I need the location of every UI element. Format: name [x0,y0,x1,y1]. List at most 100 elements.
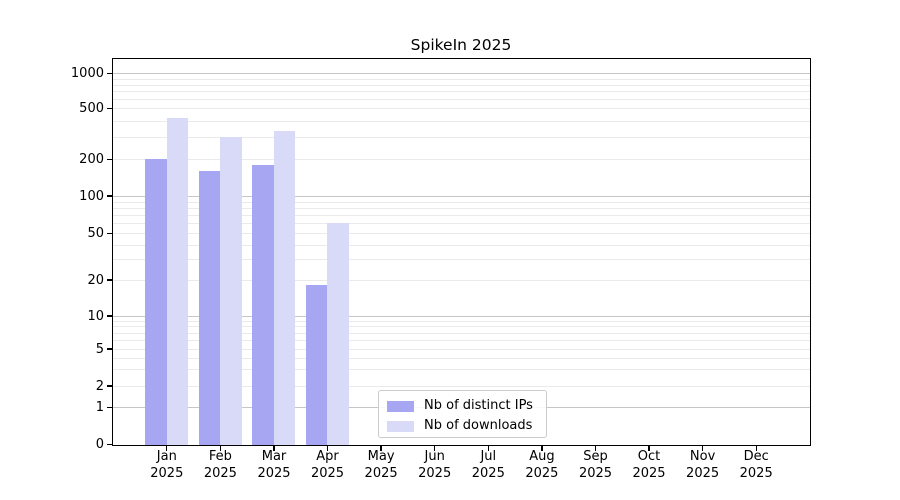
x-axis-tick [594,446,597,451]
y-tick-label: 2 [95,378,104,394]
legend-label: Nb of downloads [424,418,533,433]
gridline [113,91,810,93]
gridline [113,244,810,246]
x-tick-label-year: 2025 [471,465,505,481]
y-tick-label: 5 [95,341,104,357]
gridline [113,340,810,342]
x-axis-tick [701,446,704,451]
legend-label: Nb of distinct IPs [424,398,533,413]
x-tick-label-month: Nov [689,449,716,464]
gridline [113,73,810,75]
y-axis-tick [107,232,112,235]
gridlines-layer [113,59,810,445]
x-tick-label: Jan 2025 [135,449,199,482]
gridline [113,108,810,110]
gridline [113,99,810,101]
bar-distinct-ips [145,159,167,445]
x-tick-label-month: Apr [316,449,339,464]
bars-layer [113,59,810,445]
y-axis-tick [107,406,112,409]
y-tick-label: 1 [95,400,104,415]
y-axis-tick [107,107,112,110]
gridline [113,357,810,359]
x-tick-label-month: Feb [208,449,232,464]
x-axis-tick [487,446,489,451]
bar-downloads [166,118,189,445]
x-tick-label-year: 2025 [364,465,398,481]
plot-area [112,58,811,446]
x-tick-label-month: May [367,449,395,464]
gridline [113,320,810,322]
x-tick-label: Mar 2025 [242,449,306,482]
gridline [113,223,810,225]
gridline [113,195,810,197]
x-tick-label-year: 2025 [632,465,666,481]
y-axis-tick [107,444,112,446]
gridline [113,369,810,371]
x-tick-label-month: Sep [583,449,608,464]
x-axis-tick [380,446,382,451]
x-tick-label: Dec 2025 [724,449,788,482]
gridline [113,120,810,122]
gridline [113,207,810,209]
chart-title: SpikeIn 2025 [410,36,512,54]
x-tick-label-month: Jan [156,449,177,464]
bar-distinct-ips [252,164,274,445]
x-tick-label-month: Jul [480,449,497,464]
x-tick-label-year: 2025 [257,465,291,481]
gridline [113,259,810,261]
y-axis-tick [107,195,112,197]
bar-distinct-ips [305,285,328,445]
x-tick-label-month: Mar [261,449,287,464]
bar-downloads [220,136,242,445]
x-axis-tick [541,446,543,451]
x-tick-label-month: Aug [529,449,555,464]
x-tick-label-year: 2025 [150,465,184,481]
gridline [113,159,810,161]
y-tick-label: 50 [87,226,104,241]
gridline [113,84,810,86]
gridline [113,78,810,80]
y-tick-label: 200 [79,152,104,167]
bar-distinct-ips [198,171,221,445]
gridline [113,233,810,235]
x-axis-tick [273,446,275,451]
y-tick-label: 100 [79,188,104,204]
gridline [113,348,810,350]
x-tick-label-year: 2025 [578,465,613,481]
gridline [113,136,810,138]
x-tick-label-year: 2025 [686,465,720,481]
legend-swatch-distinct-ips-icon [387,400,414,412]
y-tick-label: 0 [95,437,104,453]
x-axis-tick [219,446,222,451]
gridline [113,326,810,328]
gridline [113,332,810,334]
legend-item-downloads: Nb of downloads [379,416,546,436]
bar-downloads [273,131,296,445]
x-tick-label-month: Jun [424,449,445,464]
x-tick-label-year: 2025 [310,465,345,481]
x-tick-label-year: 2025 [739,465,773,481]
y-axis-tick [107,279,112,281]
bar-downloads [327,223,349,445]
legend-item-distinct-ips: Nb of distinct IPs [379,396,546,416]
x-tick-label-month: Dec [743,449,769,464]
y-axis-tick [107,385,112,387]
x-axis-tick [648,446,650,451]
gridline [113,201,810,203]
x-tick-label: Jun 2025 [403,449,467,482]
x-tick-label: May 2025 [349,449,413,482]
gridline [113,315,810,317]
x-tick-label-year: 2025 [203,465,237,481]
gridline [113,385,810,387]
y-axis-tick [107,315,112,317]
y-axis-tick [107,348,112,350]
x-axis-tick [755,446,757,451]
x-tick-label-year: 2025 [525,465,559,481]
gridline [113,279,810,281]
y-tick-label: 500 [79,101,104,116]
y-tick-label: 20 [87,272,104,288]
x-tick-label-month: Oct [637,449,661,464]
legend-swatch-downloads-icon [387,420,414,432]
